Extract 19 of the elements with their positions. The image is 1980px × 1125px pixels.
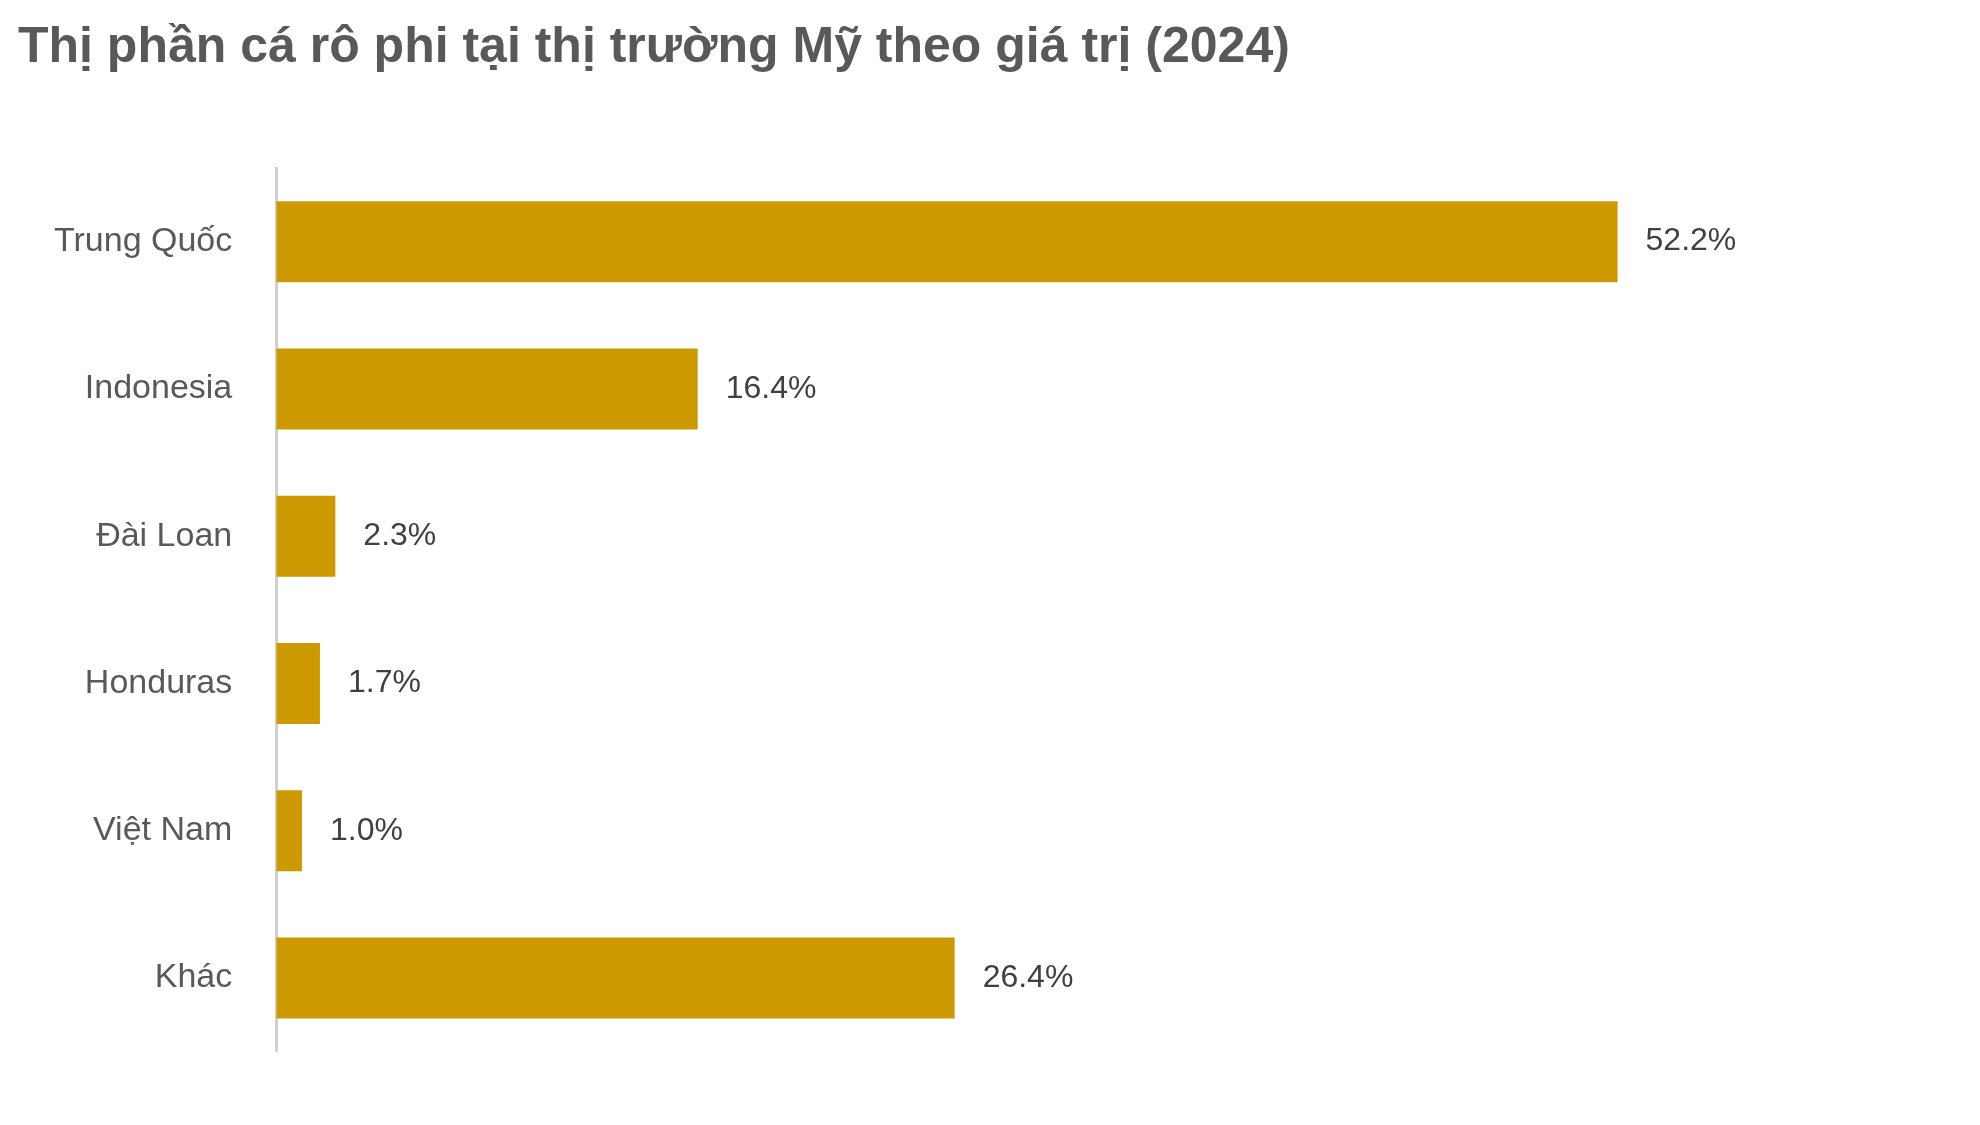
y-tick-label: Honduras [84, 661, 233, 700]
data-label: 1.7% [347, 663, 421, 700]
bar [276, 790, 302, 872]
bar [276, 201, 1618, 283]
bar [276, 495, 336, 577]
y-tick-label: Việt Nam [93, 809, 233, 848]
data-label: 16.4% [725, 368, 817, 405]
y-tick-label: Trung Quốc [53, 220, 233, 259]
bar [276, 642, 320, 724]
y-tick-label: Khác [154, 956, 233, 995]
y-tick-label: Đài Loan [96, 514, 233, 553]
chart-title: Thị phần cá rô phi tại thị trường Mỹ theo giá trị (2024) [18, 16, 1290, 73]
bar [276, 348, 698, 430]
data-label: 52.2% [1645, 221, 1737, 258]
bar [276, 937, 955, 1019]
data-label: 26.4% [982, 957, 1074, 994]
data-label: 2.3% [363, 515, 437, 552]
y-tick-label: Indonesia [84, 367, 233, 406]
data-label: 1.0% [329, 810, 403, 847]
